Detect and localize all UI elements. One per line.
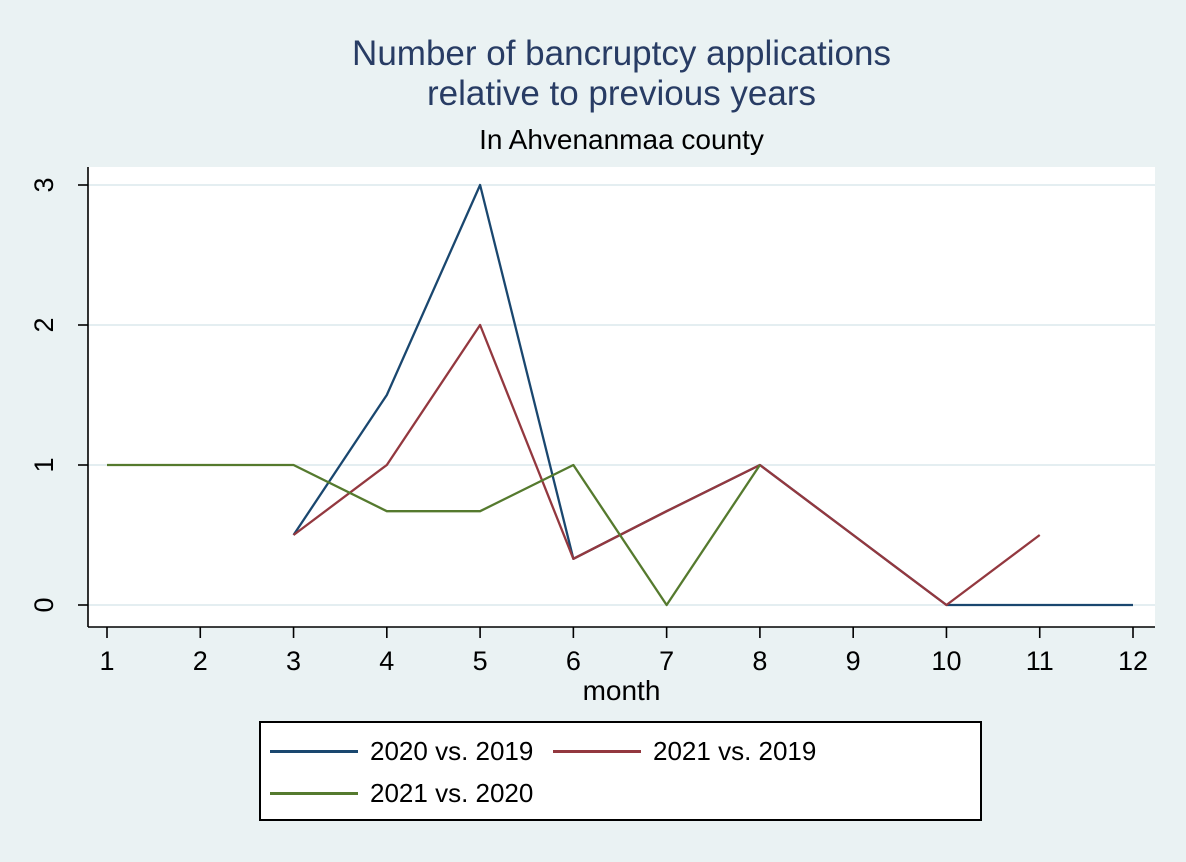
x-tick-label: 6 [566,646,581,676]
chart-subtitle: In Ahvenanmaa county [479,124,764,155]
series-line-2021-vs-2019 [292,323,1041,607]
x-tick-label: 3 [286,646,301,676]
legend-row: 2021 vs. 2020 [261,771,980,815]
chart-title: Number of bancruptcy applications relati… [88,34,1155,114]
legend-item-2020-vs-2019: 2020 vs. 2019 [270,729,533,773]
y-tick-label: 1 [29,457,59,472]
x-tick-label: 5 [473,646,488,676]
y-tick-label: 2 [29,317,59,332]
y-tick-label: 3 [29,177,59,192]
plot-area [88,167,1155,627]
x-tick-label: 4 [379,646,394,676]
x-tick-label: 1 [99,646,114,676]
x-tick-label: 7 [659,646,674,676]
chart-title-line1: Number of bancruptcy applications [352,34,891,73]
legend-label: 2020 vs. 2019 [370,735,534,766]
x-tick-label: 10 [931,646,961,676]
legend-line-swatch [270,791,358,795]
chart-legend: 2020 vs. 2019 2021 vs. 2019 2021 vs. 202… [259,721,982,821]
x-axis-title: month [583,675,661,706]
x-tick-label: 8 [752,646,767,676]
x-tick-label: 11 [1026,646,1054,676]
legend-label: 2021 vs. 2020 [370,777,534,808]
legend-item-2021-vs-2019: 2021 vs. 2019 [553,729,816,773]
x-tick-label: 9 [846,646,861,676]
legend-item-2021-vs-2020: 2021 vs. 2020 [270,771,533,815]
chart-title-line2: relative to previous years [426,74,817,113]
legend-line-swatch [270,749,358,753]
y-tick-label: 0 [29,597,59,612]
legend-row: 2020 vs. 2019 2021 vs. 2019 [261,729,980,773]
legend-label: 2021 vs. 2019 [653,735,817,766]
legend-line-swatch [553,749,641,753]
x-tick-label: 12 [1118,646,1148,676]
x-tick-label: 2 [193,646,208,676]
series-line-2021-vs-2020 [107,463,761,607]
